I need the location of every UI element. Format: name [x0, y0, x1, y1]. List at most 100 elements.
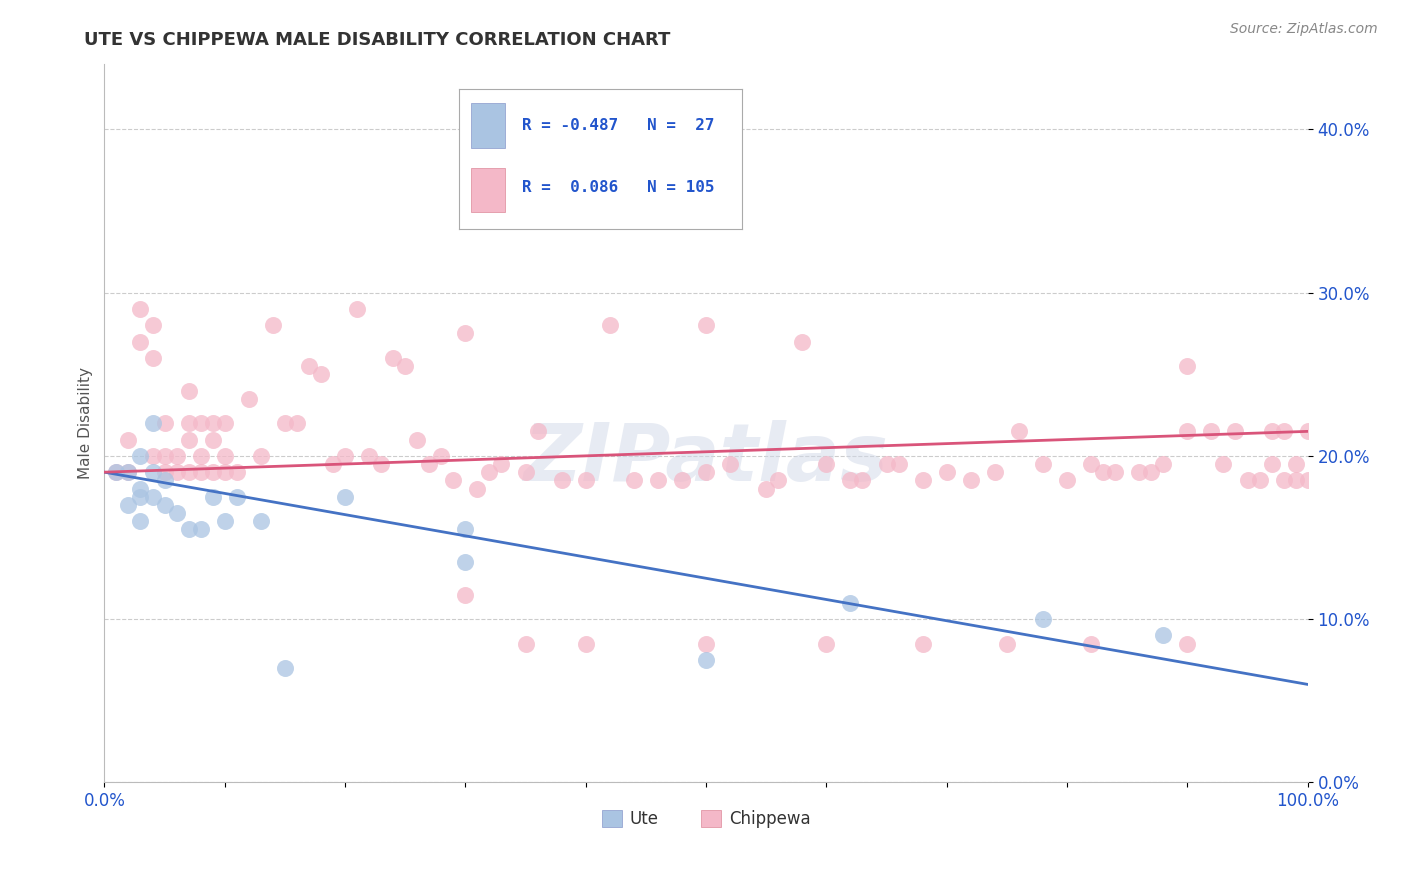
Point — [851, 474, 873, 488]
Point — [575, 474, 598, 488]
Point — [1152, 628, 1174, 642]
Point — [249, 449, 271, 463]
Point — [1008, 425, 1031, 439]
Point — [333, 449, 356, 463]
Point — [441, 474, 464, 488]
Point — [815, 637, 838, 651]
Point — [153, 498, 176, 512]
Y-axis label: Male Disability: Male Disability — [79, 368, 93, 479]
Point — [430, 449, 453, 463]
Point — [467, 482, 489, 496]
Point — [105, 465, 128, 479]
Point — [1140, 465, 1163, 479]
Text: ZIPat​las: ZIPat​las — [523, 420, 889, 498]
Point — [1296, 474, 1319, 488]
Point — [129, 334, 152, 349]
Point — [1152, 457, 1174, 471]
Point — [117, 465, 139, 479]
Point — [671, 474, 693, 488]
Point — [238, 392, 260, 406]
Point — [153, 465, 176, 479]
Point — [995, 637, 1018, 651]
Point — [647, 474, 669, 488]
Point — [984, 465, 1007, 479]
Point — [1249, 474, 1271, 488]
Point — [695, 637, 717, 651]
Point — [1104, 465, 1126, 479]
Point — [1285, 474, 1308, 488]
Point — [298, 359, 321, 373]
Point — [201, 490, 224, 504]
Point — [454, 588, 477, 602]
Point — [274, 416, 297, 430]
Point — [394, 359, 416, 373]
Legend: Ute, Chippewa: Ute, Chippewa — [595, 804, 817, 835]
Point — [262, 318, 284, 333]
Point — [129, 514, 152, 528]
Point — [285, 416, 308, 430]
Point — [911, 637, 934, 651]
Point — [1128, 465, 1150, 479]
Point — [768, 474, 790, 488]
Point — [177, 522, 200, 536]
Point — [129, 449, 152, 463]
Point — [1032, 612, 1054, 626]
Point — [550, 474, 572, 488]
Text: UTE VS CHIPPEWA MALE DISABILITY CORRELATION CHART: UTE VS CHIPPEWA MALE DISABILITY CORRELAT… — [84, 31, 671, 49]
Point — [166, 465, 188, 479]
Point — [141, 416, 163, 430]
Point — [1080, 457, 1102, 471]
Point — [214, 449, 236, 463]
Point — [695, 318, 717, 333]
Point — [876, 457, 898, 471]
Point — [1236, 474, 1258, 488]
Point — [177, 433, 200, 447]
Point — [575, 637, 598, 651]
Point — [117, 433, 139, 447]
Point — [491, 457, 513, 471]
Point — [815, 457, 838, 471]
Point — [526, 425, 548, 439]
Point — [1296, 425, 1319, 439]
Point — [1032, 457, 1054, 471]
Point — [190, 522, 212, 536]
Point — [214, 416, 236, 430]
Point — [695, 465, 717, 479]
Point — [755, 482, 778, 496]
Point — [129, 490, 152, 504]
Point — [141, 318, 163, 333]
Point — [105, 465, 128, 479]
Point — [177, 384, 200, 398]
Point — [153, 416, 176, 430]
Point — [959, 474, 981, 488]
Point — [129, 301, 152, 316]
Point — [599, 318, 621, 333]
Point — [333, 490, 356, 504]
Point — [370, 457, 392, 471]
Point — [117, 465, 139, 479]
Point — [718, 457, 741, 471]
Point — [1175, 359, 1198, 373]
Point — [887, 457, 910, 471]
Point — [214, 465, 236, 479]
Point — [177, 416, 200, 430]
Point — [1272, 425, 1295, 439]
Point — [1092, 465, 1115, 479]
Point — [190, 416, 212, 430]
Point — [322, 457, 344, 471]
Point — [839, 596, 862, 610]
Point — [190, 465, 212, 479]
Point — [1201, 425, 1223, 439]
Point — [225, 490, 247, 504]
Point — [346, 301, 368, 316]
Point — [792, 334, 814, 349]
Point — [454, 522, 477, 536]
Point — [117, 498, 139, 512]
Point — [1175, 425, 1198, 439]
Point — [1212, 457, 1234, 471]
Point — [1175, 637, 1198, 651]
Point — [201, 433, 224, 447]
Point — [454, 555, 477, 569]
Point — [201, 416, 224, 430]
Point — [1056, 474, 1078, 488]
